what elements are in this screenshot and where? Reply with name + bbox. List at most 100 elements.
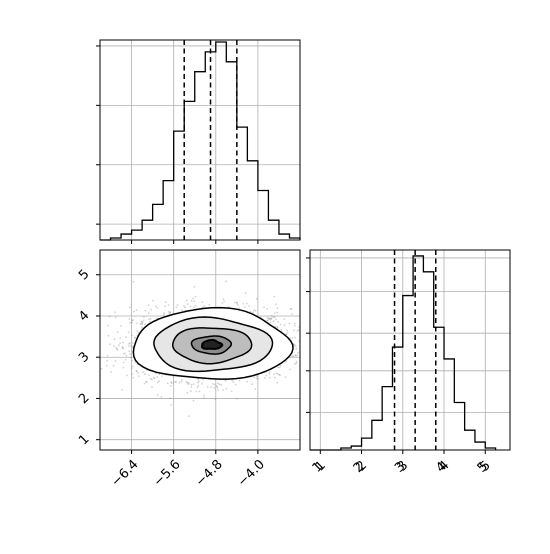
scatter-point <box>193 306 196 309</box>
scatter-point <box>190 390 192 393</box>
scatter-point <box>127 331 130 333</box>
scatter-point <box>291 355 294 358</box>
scatter-point <box>196 386 199 389</box>
scatter-point <box>246 302 248 305</box>
scatter-point <box>221 302 224 305</box>
scatter-point <box>203 394 206 397</box>
scatter-point <box>294 345 297 347</box>
scatter-point <box>134 361 137 364</box>
scatter-point <box>183 305 185 307</box>
scatter-point <box>186 391 189 394</box>
scatter-point <box>113 338 116 341</box>
scatter-point <box>166 382 169 385</box>
scatter-point <box>145 380 147 383</box>
scatter-point <box>130 367 133 370</box>
scatter-point <box>163 312 165 314</box>
scatter-point <box>268 318 271 320</box>
scatter-point <box>131 373 134 375</box>
scatter-point <box>196 381 199 384</box>
scatter-point <box>122 341 124 344</box>
scatter-point <box>283 324 286 327</box>
scatter-point <box>175 306 178 309</box>
histogram-step <box>310 255 497 451</box>
scatter-point <box>218 383 221 386</box>
scatter-point <box>140 323 143 325</box>
scatter-point <box>255 297 258 300</box>
scatter-point <box>297 352 299 354</box>
scatter-point <box>187 383 190 385</box>
scatter-point <box>201 382 204 385</box>
scatter-point <box>156 394 159 396</box>
scatter-point <box>225 280 227 283</box>
scatter-point <box>291 337 294 340</box>
scatter-point <box>222 389 225 391</box>
scatter-point <box>115 347 117 349</box>
scatter-point <box>185 381 188 384</box>
scatter-point <box>293 329 295 332</box>
scatter-point <box>123 361 125 364</box>
scatter-point <box>266 319 269 322</box>
scatter-point <box>293 343 296 346</box>
scatter-point <box>277 373 279 375</box>
scatter-point <box>185 299 188 302</box>
scatter-point <box>106 359 108 362</box>
scatter-point <box>203 305 206 308</box>
scatter-point <box>256 375 258 378</box>
scatter-point <box>147 304 150 306</box>
scatter-point <box>248 305 250 307</box>
scatter-point <box>169 384 172 387</box>
scatter-point <box>189 305 192 308</box>
scatter-point <box>208 303 211 306</box>
scatter-point <box>114 311 116 314</box>
scatter-point <box>290 308 293 310</box>
scatter-point <box>122 347 125 350</box>
scatter-point <box>252 311 255 313</box>
scatter-point <box>178 381 181 384</box>
scatter-point <box>270 317 273 320</box>
scatter-point <box>139 323 142 325</box>
scatter-point <box>147 312 150 315</box>
scatter-point <box>275 303 277 306</box>
scatter-point <box>188 415 190 418</box>
scatter-point <box>174 381 177 384</box>
scatter-point <box>142 319 145 322</box>
scatter-point <box>112 364 115 367</box>
scatter-point <box>137 371 139 374</box>
scatter-point <box>213 386 216 389</box>
scatter-point <box>127 345 130 348</box>
scatter-point <box>278 373 281 376</box>
scatter-point <box>242 303 245 305</box>
scatter-point <box>232 381 235 383</box>
scatter-point <box>275 318 277 321</box>
scatter-point <box>288 322 291 325</box>
scatter-point <box>132 310 135 313</box>
scatter-point <box>120 325 122 327</box>
histogram-y-frame <box>309 249 511 451</box>
scatter-point <box>217 388 220 391</box>
scatter-point <box>216 386 219 389</box>
scatter-point <box>116 348 119 350</box>
scatter-point <box>152 376 155 379</box>
scatter-point <box>138 375 140 378</box>
scatter-point <box>181 309 184 312</box>
scatter-point <box>164 301 167 304</box>
scatter-point <box>195 390 198 393</box>
scatter-point <box>170 381 173 384</box>
scatter-point <box>135 309 138 312</box>
scatter-point <box>253 376 256 379</box>
scatter-point <box>143 315 145 318</box>
scatter-point <box>107 324 110 327</box>
scatter-point <box>116 349 119 351</box>
scatter-point <box>291 313 294 315</box>
scatter-point <box>148 318 150 320</box>
scatter-point <box>230 390 233 393</box>
scatter-point <box>105 364 108 367</box>
scatter-point <box>276 325 279 328</box>
scatter-point <box>283 318 286 320</box>
scatter-point <box>132 376 135 379</box>
scatter-point <box>134 336 136 339</box>
scatter-point <box>268 317 271 320</box>
scatter-point <box>167 304 170 306</box>
scatter-point <box>141 326 144 329</box>
